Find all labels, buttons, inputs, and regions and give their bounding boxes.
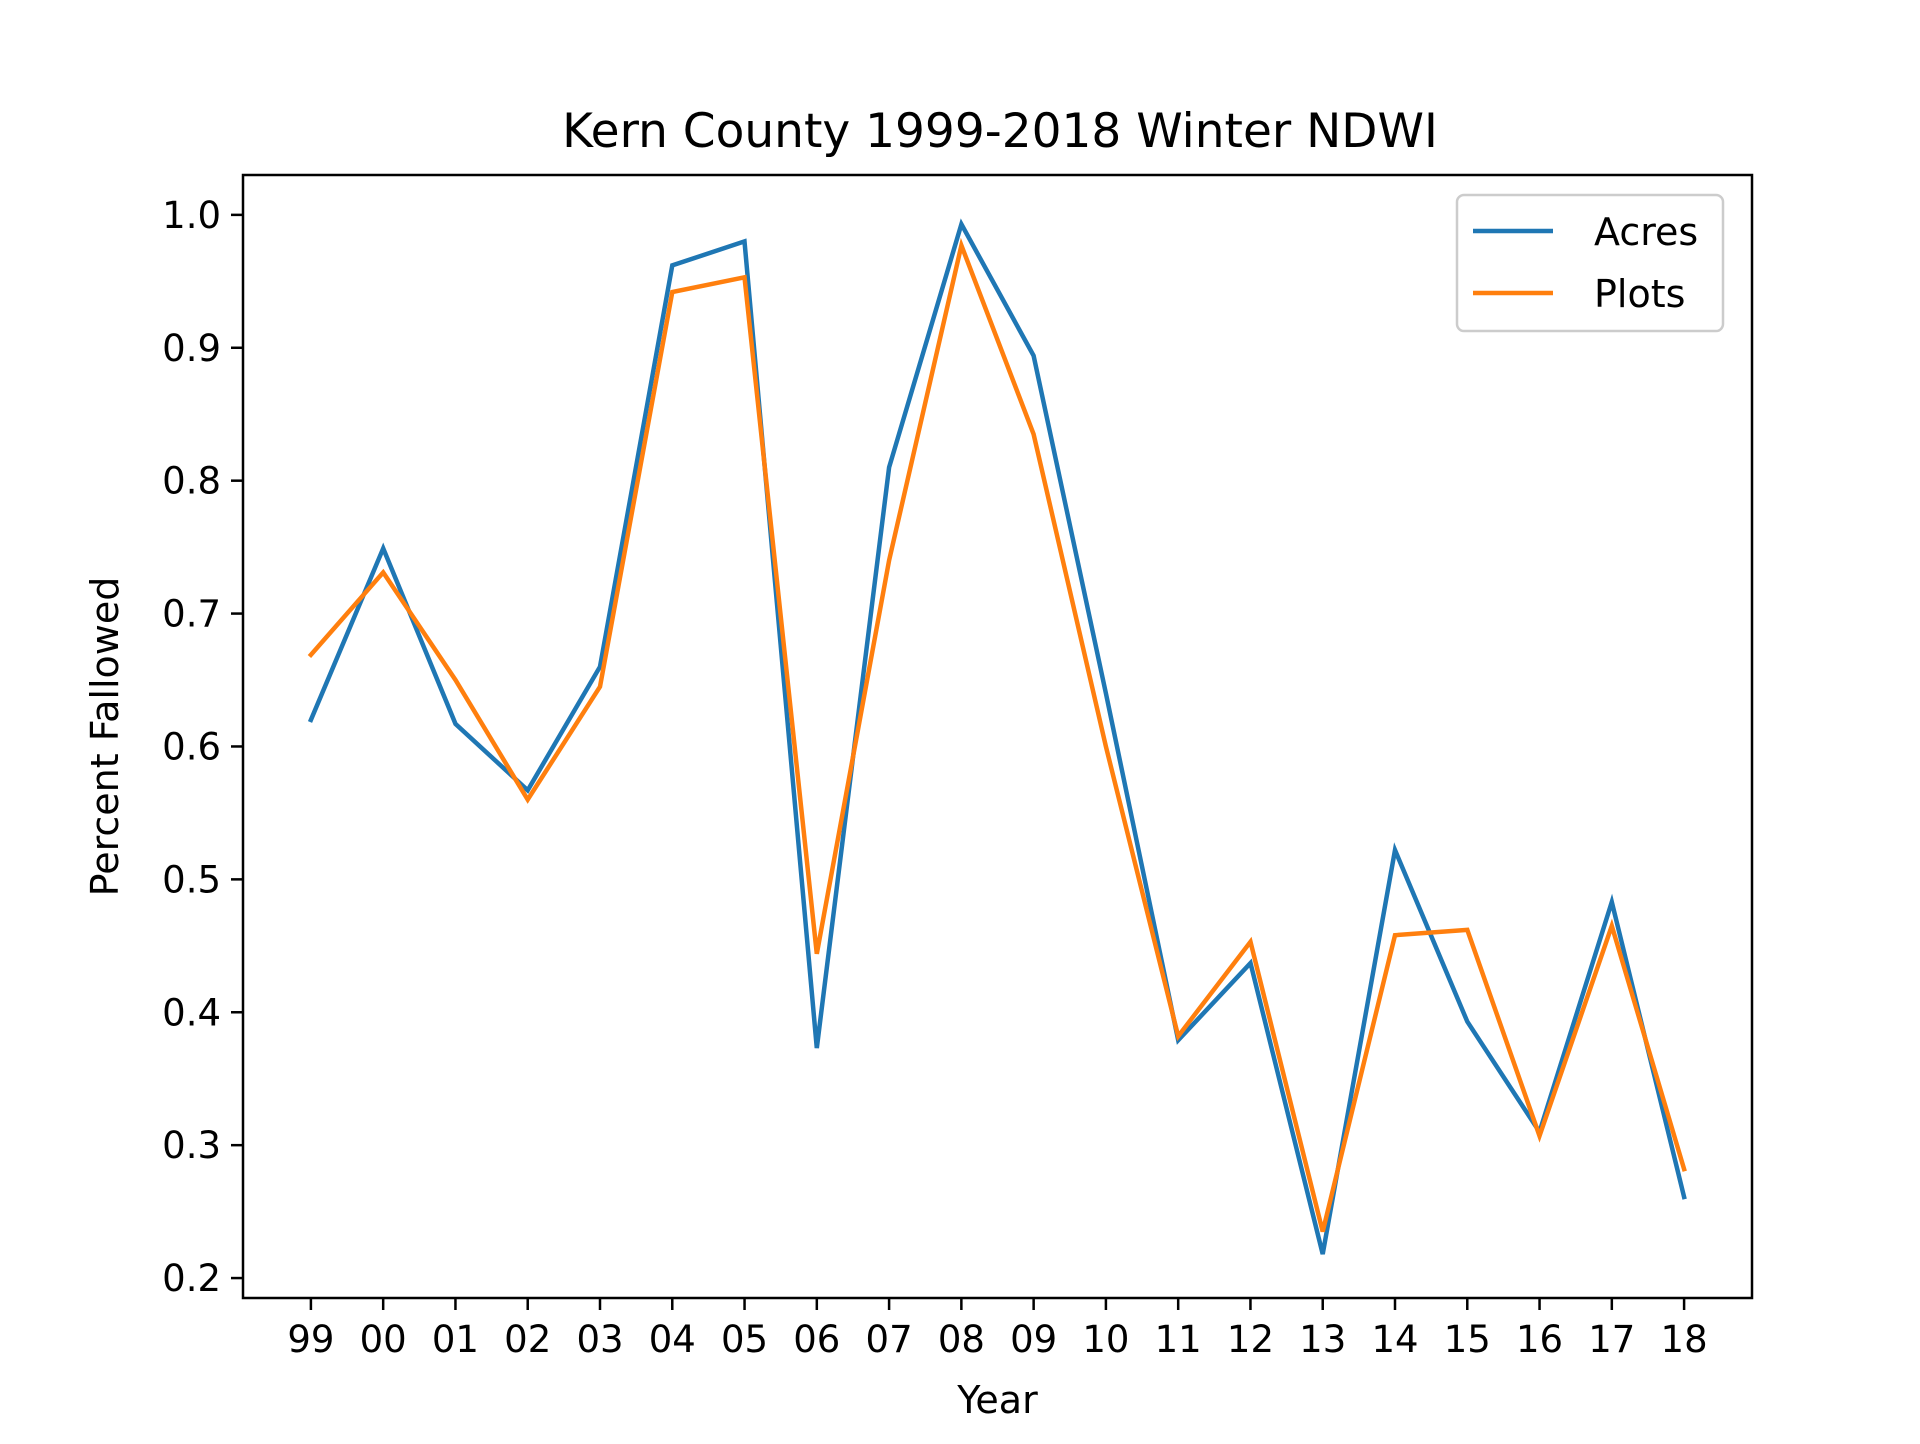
plot-area-frame bbox=[241, 173, 1754, 1300]
x-tick-label: 99 bbox=[287, 1318, 334, 1361]
y-axis: 0.2 0.3 0.4 0.5 0.6 0.7 0.8 0.9 1.0 bbox=[162, 194, 243, 1300]
series-line-plots bbox=[307, 237, 1687, 1233]
legend-label: Acres bbox=[1594, 210, 1698, 254]
x-tick-label: 06 bbox=[793, 1318, 840, 1361]
legend: Acres Plots bbox=[1455, 193, 1725, 333]
y-tick-label: 0.7 bbox=[162, 593, 221, 636]
x-tick-label: 16 bbox=[1516, 1318, 1563, 1361]
y-tick-label: 0.4 bbox=[162, 991, 221, 1034]
x-tick-label: 11 bbox=[1155, 1318, 1202, 1361]
y-axis-label: Percent Fallowed bbox=[83, 577, 127, 897]
x-tick-label: 15 bbox=[1444, 1318, 1491, 1361]
y-tick-label: 0.5 bbox=[162, 858, 221, 901]
y-tick-label: 0.2 bbox=[162, 1257, 221, 1300]
legend-label: Plots bbox=[1594, 272, 1685, 316]
x-tick-label: 08 bbox=[938, 1318, 985, 1361]
x-tick-label: 17 bbox=[1588, 1318, 1635, 1361]
chart-title: Kern County 1999-2018 Winter NDWI bbox=[562, 104, 1438, 159]
y-tick-label: 0.3 bbox=[162, 1124, 221, 1167]
y-tick-label: 0.8 bbox=[162, 460, 221, 503]
x-axis: 99 00 01 02 03 04 05 06 07 08 09 10 11 12 13 14 15 16 17 18 bbox=[287, 1298, 1708, 1361]
x-tick-label: 01 bbox=[432, 1318, 479, 1361]
x-tick-label: 13 bbox=[1299, 1318, 1346, 1361]
x-tick-label: 09 bbox=[1010, 1318, 1057, 1361]
x-tick-label: 14 bbox=[1371, 1318, 1418, 1361]
x-tick-label: 03 bbox=[576, 1318, 623, 1361]
x-tick-label: 10 bbox=[1082, 1318, 1129, 1361]
y-tick-label: 0.9 bbox=[162, 327, 221, 370]
x-axis-label: Year bbox=[956, 1378, 1038, 1422]
x-tick-label: 04 bbox=[649, 1318, 696, 1361]
x-tick-label: 18 bbox=[1661, 1318, 1708, 1361]
series-lines bbox=[307, 218, 1687, 1255]
x-tick-label: 00 bbox=[360, 1318, 407, 1361]
x-tick-label: 02 bbox=[504, 1318, 551, 1361]
series-line-acres bbox=[307, 218, 1687, 1255]
y-tick-label: 1.0 bbox=[162, 194, 221, 237]
y-tick-label: 0.6 bbox=[162, 725, 221, 768]
x-tick-label: 05 bbox=[721, 1318, 768, 1361]
x-tick-label: 07 bbox=[866, 1318, 913, 1361]
x-tick-label: 12 bbox=[1227, 1318, 1274, 1361]
